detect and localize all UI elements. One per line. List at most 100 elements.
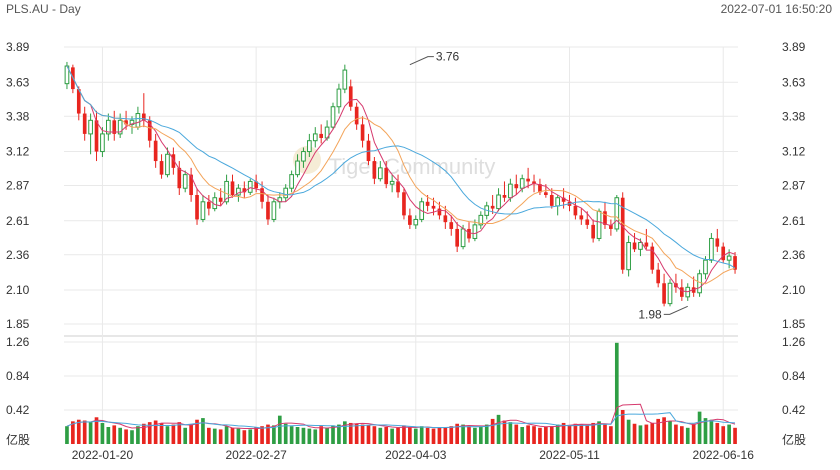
volume-bar: [620, 410, 625, 444]
volume-tick-label: 0.42: [6, 403, 30, 417]
candle-body: [573, 205, 578, 216]
candle-body: [242, 188, 247, 193]
volume-bar: [520, 427, 525, 444]
candle-body: [117, 119, 123, 135]
volume-bar: [609, 426, 613, 444]
volume-bar: [189, 424, 193, 444]
candle-body: [94, 120, 99, 152]
volume-bar: [597, 421, 601, 444]
volume-bar: [106, 427, 111, 444]
volume-bar: [656, 418, 661, 444]
candle-body: [377, 167, 383, 180]
candle-body: [312, 133, 318, 142]
candle-body: [650, 246, 655, 270]
volume-tick-label: 0.42: [782, 403, 806, 417]
volume-bar: [508, 422, 513, 444]
candle-body: [626, 242, 631, 271]
volume-bar: [266, 424, 270, 444]
volume-bar: [94, 417, 99, 444]
grid-lines: [64, 46, 738, 444]
candle-body: [555, 197, 561, 207]
volume-bar: [295, 427, 300, 444]
volume-bar: [467, 426, 471, 444]
candle-body: [721, 246, 726, 261]
candle-body: [472, 224, 478, 239]
candle-body: [437, 208, 442, 216]
candle-body: [224, 180, 229, 203]
volume-bar: [402, 425, 406, 444]
candle-body: [254, 181, 258, 189]
candle-body: [230, 181, 235, 196]
volume-bar: [425, 427, 430, 444]
volume-bar: [76, 419, 81, 444]
candle-body: [82, 113, 87, 134]
candle-body: [247, 180, 253, 193]
volume-bar: [212, 428, 217, 444]
candle-body: [384, 167, 389, 185]
date-tick-label: 2022-04-03: [385, 448, 447, 462]
price-annotations: 3.76 1.98: [409, 50, 688, 321]
candle-body: [638, 242, 643, 250]
candle-body: [319, 133, 324, 138]
volume-unit-label: 亿股: [782, 432, 806, 447]
volume-unit-label: 亿股: [6, 432, 30, 447]
volume-bar: [614, 342, 619, 444]
volume-bars: [65, 342, 737, 444]
candle-body: [147, 120, 152, 141]
candle-body: [538, 184, 542, 193]
volume-bar: [313, 429, 318, 444]
volume-bar: [638, 425, 643, 444]
volume-bar: [354, 423, 359, 444]
volume-bar: [153, 420, 158, 444]
candle-body: [135, 113, 141, 128]
candle-body: [519, 178, 525, 189]
ma20-line: [66, 65, 736, 269]
volume-bar: [396, 427, 400, 444]
volume-bar: [378, 427, 383, 444]
candle-body: [171, 154, 176, 168]
price-tick-label: 2.61: [6, 214, 30, 228]
candle-body: [177, 167, 182, 189]
volume-bar: [626, 419, 631, 444]
volume-bar: [668, 421, 672, 444]
date-tick-label: 2022-01-20: [72, 448, 134, 462]
date-axis: 2022-01-20 2022-02-27 2022-04-03 2022-05-11…: [72, 448, 754, 462]
volume-bar: [703, 418, 708, 444]
candle-body: [100, 133, 105, 153]
volume-bar: [544, 427, 548, 444]
volume-tick-label: 1.26: [6, 335, 30, 349]
volume-bar: [65, 426, 69, 444]
volume-bar: [733, 427, 737, 444]
candle-body: [514, 184, 519, 189]
volume-bar: [71, 421, 75, 444]
volume-bar: [372, 426, 377, 444]
candle-body: [431, 205, 436, 209]
volume-bar: [307, 428, 312, 444]
volume-bar: [526, 425, 530, 444]
candle-body: [182, 174, 188, 189]
candle-body: [544, 192, 548, 196]
candle-body: [336, 88, 342, 108]
volume-bar: [236, 428, 241, 444]
volume-bar: [455, 423, 459, 444]
candle-body: [662, 283, 666, 304]
volume-ma10-line: [66, 412, 736, 429]
candle-body: [455, 228, 459, 247]
candle-body: [709, 237, 714, 261]
candle-body: [697, 273, 702, 294]
candle-body: [283, 187, 289, 199]
candle-body: [260, 188, 264, 202]
candle-body: [218, 197, 223, 202]
candle-body: [289, 174, 294, 189]
price-tick-label: 1.85: [6, 317, 30, 331]
candle-body: [591, 224, 595, 239]
candle-body: [502, 195, 507, 198]
candle-body: [478, 214, 484, 226]
ma10-line: [66, 65, 736, 285]
volume-bar: [319, 426, 324, 444]
candle-body: [532, 181, 536, 185]
volume-bar: [585, 425, 590, 444]
volume-bar: [603, 424, 607, 444]
volume-bar: [549, 426, 554, 444]
